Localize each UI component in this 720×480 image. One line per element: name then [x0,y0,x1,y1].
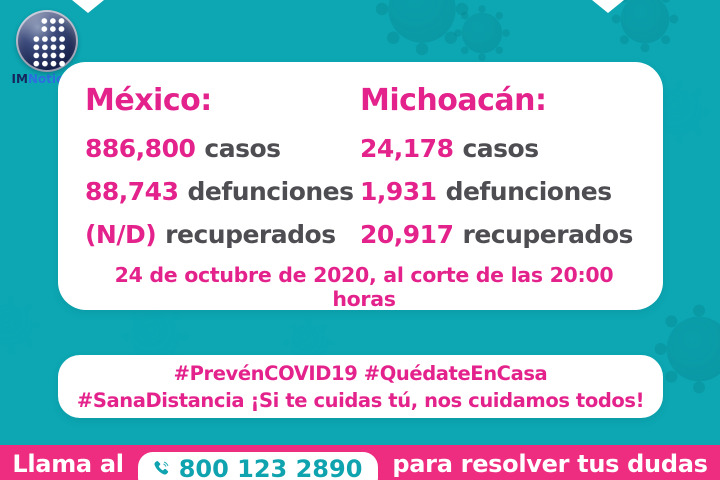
logo-dot-pattern [40,17,66,33]
stat-row: 24,178 casos [360,134,643,164]
region-title-michoacan: Michoacán: [360,83,547,118]
hashtag-line-1: #PrevénCOVID19 #QuédateEnCasa [173,361,548,385]
hashtag-line-2: #SanaDistancia ¡Si te cuidas tú, nos cui… [76,388,645,412]
stat-row: 20,917 recuperados [360,220,643,250]
stat-label: casos [204,134,281,163]
heart-tip-decoration [592,0,624,13]
footer-call-bar: Llama al 800 123 2890 para resolver tus … [0,445,720,480]
virus-decoration [620,0,670,44]
phone-number: 800 123 2890 [178,455,363,480]
heart-tip-decoration [72,0,104,13]
stat-value: 1,931 [360,177,437,206]
stat-label: defunciones [445,177,613,206]
stat-label: casos [462,134,539,163]
virus-decoration [666,316,720,382]
stat-row: 886,800 casos [85,134,360,164]
cutoff-date-line: 24 de octubre de 2020, al corte de las 2… [114,263,614,311]
footer-suffix-text: para resolver tus dudas [392,450,708,478]
virus-decoration [656,89,702,135]
logo-dot-pattern [32,35,66,68]
hashtag-card: #PrevénCOVID19 #QuédateEnCasa #SanaDista… [58,355,663,418]
im-noticias-logo: IMNoticias [8,10,86,86]
stat-value: 20,917 [360,220,454,249]
stat-value: 886,800 [85,134,196,163]
logo-text-im: IM [11,72,28,86]
stats-card: México: 886,800 casos 88,743 defunciones (… [58,62,663,311]
phone-number-pill: 800 123 2890 [137,452,379,480]
virus-decoration [0,303,33,347]
stat-label: recuperados [165,220,336,249]
phone-icon [151,459,171,479]
virus-decoration [461,12,503,54]
stat-value: 24,178 [360,134,454,163]
stat-value: 88,743 [85,177,179,206]
virus-decoration [130,312,180,362]
stat-label: recuperados [462,220,633,249]
stat-row: 1,931 defunciones [360,177,643,207]
stat-value: (N/D) [85,220,157,249]
stats-grid: México: 886,800 casos 88,743 defunciones (… [85,83,643,263]
stat-label: defunciones [187,177,354,206]
stat-row: 88,743 defunciones [85,177,360,207]
logo-sphere-icon [16,10,78,72]
mexico-column: México: 886,800 casos 88,743 defunciones (… [85,83,360,263]
region-title-mexico: México: [85,83,212,118]
footer-prefix-text: Llama al [12,450,124,478]
virus-decoration [388,0,456,43]
michoacan-column: Michoacán: 24,178 casos 1,931 defunciones … [360,83,643,263]
stat-row: (N/D) recuperados [85,220,360,250]
